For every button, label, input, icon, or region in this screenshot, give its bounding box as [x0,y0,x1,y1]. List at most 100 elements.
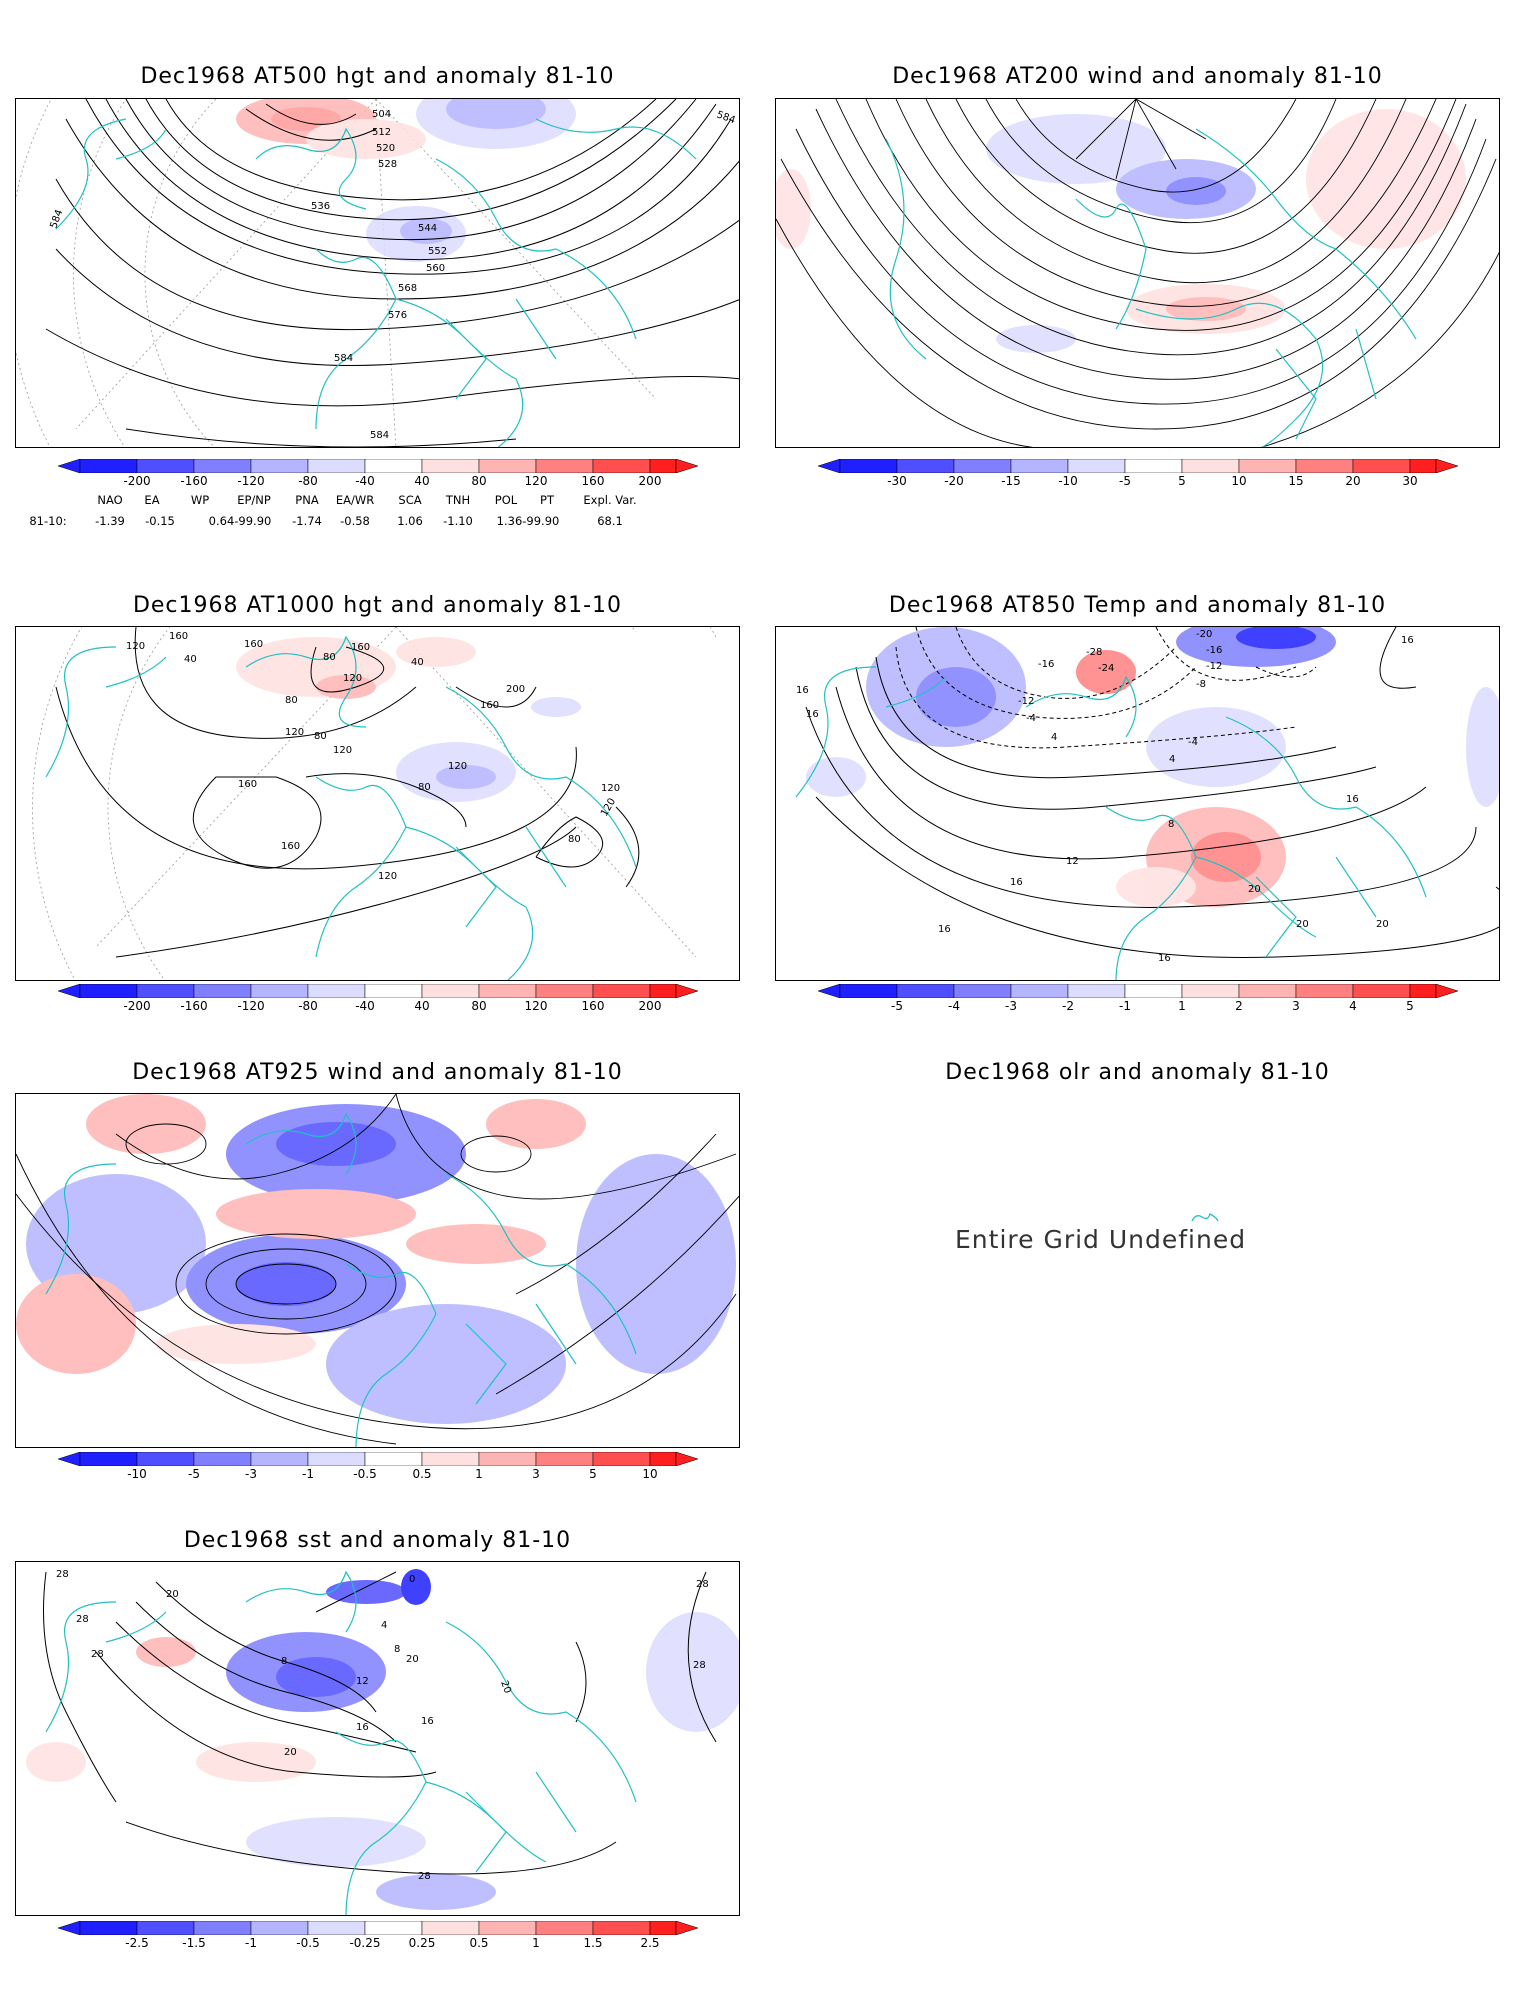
map-sst-canvas: 28 20 28 28 0 4 8 8 12 16 16 20 20 20 28… [26,1569,739,1915]
colorbar-tick: 15 [1288,474,1304,488]
temperature-contours [805,627,1499,959]
contour-label: 20 [1296,919,1309,930]
colorbar-tick: 3 [1292,999,1300,1013]
colorbar-tick: 0.25 [408,1936,436,1950]
contour-label: 16 [1401,635,1414,646]
index-header: EA [144,493,160,507]
contour-label: -20 [1196,629,1212,640]
index-header: WP [190,493,210,507]
colorbar-tick: 200 [638,474,662,488]
contour-label: 8 [281,1656,287,1667]
anomaly-shading [16,1094,739,1447]
index-header: TNH [445,493,471,507]
index-header: PT [540,493,554,507]
index-header: EP/NP [237,493,271,507]
colorbar-tick: 200 [638,999,662,1013]
colorbar-tick: -3 [1005,999,1017,1013]
index-row-label: 81-10: [29,514,67,528]
contour-label: 20 [1248,884,1261,895]
colorbar-tick: -80 [298,474,318,488]
colorbar-tick: 10 [1231,474,1247,488]
contour-label: -16 [1206,645,1222,656]
colorbar-tick: -1 [1119,999,1131,1013]
contour-label: 16 [356,1722,369,1733]
contour-label: 28 [418,1871,431,1882]
contour-label: 20 [284,1747,297,1758]
coastlines [45,635,637,980]
index-value: -1.10 [443,514,473,528]
contour-label: 520 [376,143,395,154]
contour-label: -12 [1018,696,1034,707]
map-850-canvas: -20 -16 -12 16 16 16 -28 -24 -16 -8 -12 … [795,627,1499,980]
contour-label: 504 [372,109,391,120]
map-1000: 160 120 160 80 160 40 120 40 200 160 80 … [15,626,740,981]
colorbar-sst: -2.5 -1.5 -1 -0.5 -0.25 0.25 0.5 1 1.5 2… [57,1920,699,1952]
contour-labels: 28 20 28 28 0 4 8 8 12 16 16 20 20 20 28… [56,1569,709,1882]
colorbar-tick: 120 [524,999,548,1013]
colorbar-tick: -200 [123,999,151,1013]
contour-label: 568 [398,283,417,294]
colorbar-tick: -0.5 [296,1936,320,1950]
map-500: 504 512 520 528 536 544 552 560 568 576 … [15,98,740,448]
colorbar-925: -10 -5 -3 -1 -0.5 0.5 1 3 5 10 [57,1451,699,1483]
index-header: EA/WR [335,493,375,507]
colorbar-tick: -80 [298,999,318,1013]
colorbar-tick: 40 [414,474,430,488]
contour-label: 200 [506,684,525,695]
colorbar-tick: -40 [355,999,375,1013]
contour-label: 160 [281,841,300,852]
colorbar-tick: 80 [471,474,487,488]
contour-label: 4 [381,1620,387,1631]
colorbar-tick: -4 [948,999,960,1013]
colorbar-tick: -160 [180,474,208,488]
colorbar-tick: 10 [642,1467,658,1481]
colorbar-tick: 120 [524,474,548,488]
colorbar-tick: 80 [471,999,487,1013]
anomaly-shading [236,99,576,262]
contour-label: 120 [599,796,618,818]
panel-title-olr: Dec1968 olr and anomaly 81-10 [945,1060,1330,1085]
contour-label: 120 [343,673,362,684]
index-value: -0.15 [145,514,175,528]
contour-label: 584 [715,109,737,126]
colorbar-1000-swatches [57,983,699,999]
contour-label: 28 [56,1569,69,1580]
contour-label: 120 [601,783,620,794]
contour-label: 28 [76,1614,89,1625]
contour-label: 28 [693,1660,706,1671]
colorbar-tick: 160 [581,474,605,488]
contour-label: 160 [238,779,257,790]
contour-label: 584 [48,208,65,230]
map-200-canvas [776,99,1499,447]
contour-label: 80 [418,782,431,793]
contour-label: 584 [334,353,353,364]
contour-label: 4 [1169,754,1175,765]
height-contours [45,99,739,447]
contour-label: 120 [378,871,397,882]
index-value: 68.1 [597,514,623,528]
colorbar-tick: -1 [302,1467,314,1481]
colorbar-tick: -5 [188,1467,200,1481]
colorbar-tick: -160 [180,999,208,1013]
contour-label: -4 [1188,737,1198,748]
colorbar-200: -30 -20 -15 -10 -5 5 10 15 20 30 [817,458,1459,490]
contour-label: 512 [372,127,391,138]
colorbar-tick: -15 [1001,474,1021,488]
colorbar-tick: -1 [245,1936,257,1950]
contour-label: 20 [1376,919,1389,930]
colorbar-tick: 5 [1178,474,1186,488]
streamlines [16,1094,739,1445]
colorbar-tick: 0.5 [469,1936,489,1950]
colorbar-tick: -30 [887,474,907,488]
coastlines [45,1112,637,1447]
index-value-row: 81-10: -1.39 -0.15 0.64-99.90 -1.74 -0.5… [0,514,760,528]
colorbar-tick: 2.5 [640,1936,660,1950]
coastlines [885,128,1417,447]
contour-label: 80 [323,652,336,663]
colorbar-tick: 2 [1235,999,1243,1013]
contour-label: -4 [1026,713,1036,724]
colorbar-tick: -0.5 [353,1467,377,1481]
colorbar-sst-swatches [57,1920,699,1936]
colorbar-850-swatches [817,983,1459,999]
map-sst: 28 20 28 28 0 4 8 8 12 16 16 20 20 20 28… [15,1561,740,1916]
